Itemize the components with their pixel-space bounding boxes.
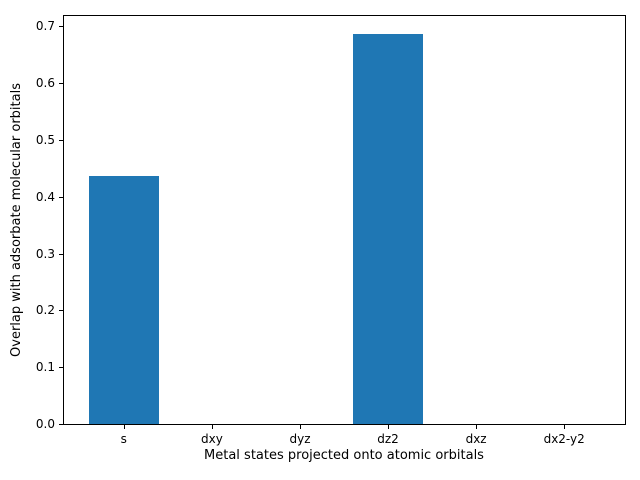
x-tick-label-dxy: dxy (200, 432, 223, 446)
y-tick-label: 0.1 (35, 360, 55, 375)
bar-dz2 (352, 34, 424, 424)
y-tick-label: 0.4 (35, 189, 55, 204)
y-tick-mark (59, 26, 63, 28)
x-tick-label-dxz: dxz (465, 432, 487, 446)
x-tick-label-dyz: dyz (289, 432, 311, 446)
y-tick-mark (59, 367, 63, 369)
y-tick-mark (59, 83, 63, 85)
y-tick-mark (59, 310, 63, 312)
x-tick-mark (476, 425, 478, 429)
x-tick-mark (300, 425, 301, 429)
x-tick-mark (123, 425, 125, 429)
x-tick-label-dx2-y2: dx2-y2 (543, 432, 585, 446)
x-tick-mark (211, 425, 213, 429)
y-tick-mark (59, 140, 63, 141)
x-tick-label-s: s (120, 432, 127, 446)
bar-s (88, 175, 159, 424)
y-tick-mark (59, 424, 63, 425)
y-tick-label: 0.3 (35, 246, 55, 261)
y-tick-label: 0.0 (35, 417, 55, 431)
x-tick-label-dz2: dz2 (377, 432, 399, 446)
x-tick-mark (388, 425, 389, 429)
x-axis-label: Metal states projected onto atomic orbit… (204, 448, 484, 463)
y-tick-mark (59, 253, 63, 255)
y-tick-label: 0.2 (35, 303, 55, 318)
y-tick-label: 0.7 (35, 19, 55, 34)
y-tick-label: 0.6 (35, 76, 55, 91)
y-tick-mark (59, 196, 63, 198)
x-tick-mark (564, 425, 566, 429)
y-tick-label: 0.5 (35, 133, 55, 147)
